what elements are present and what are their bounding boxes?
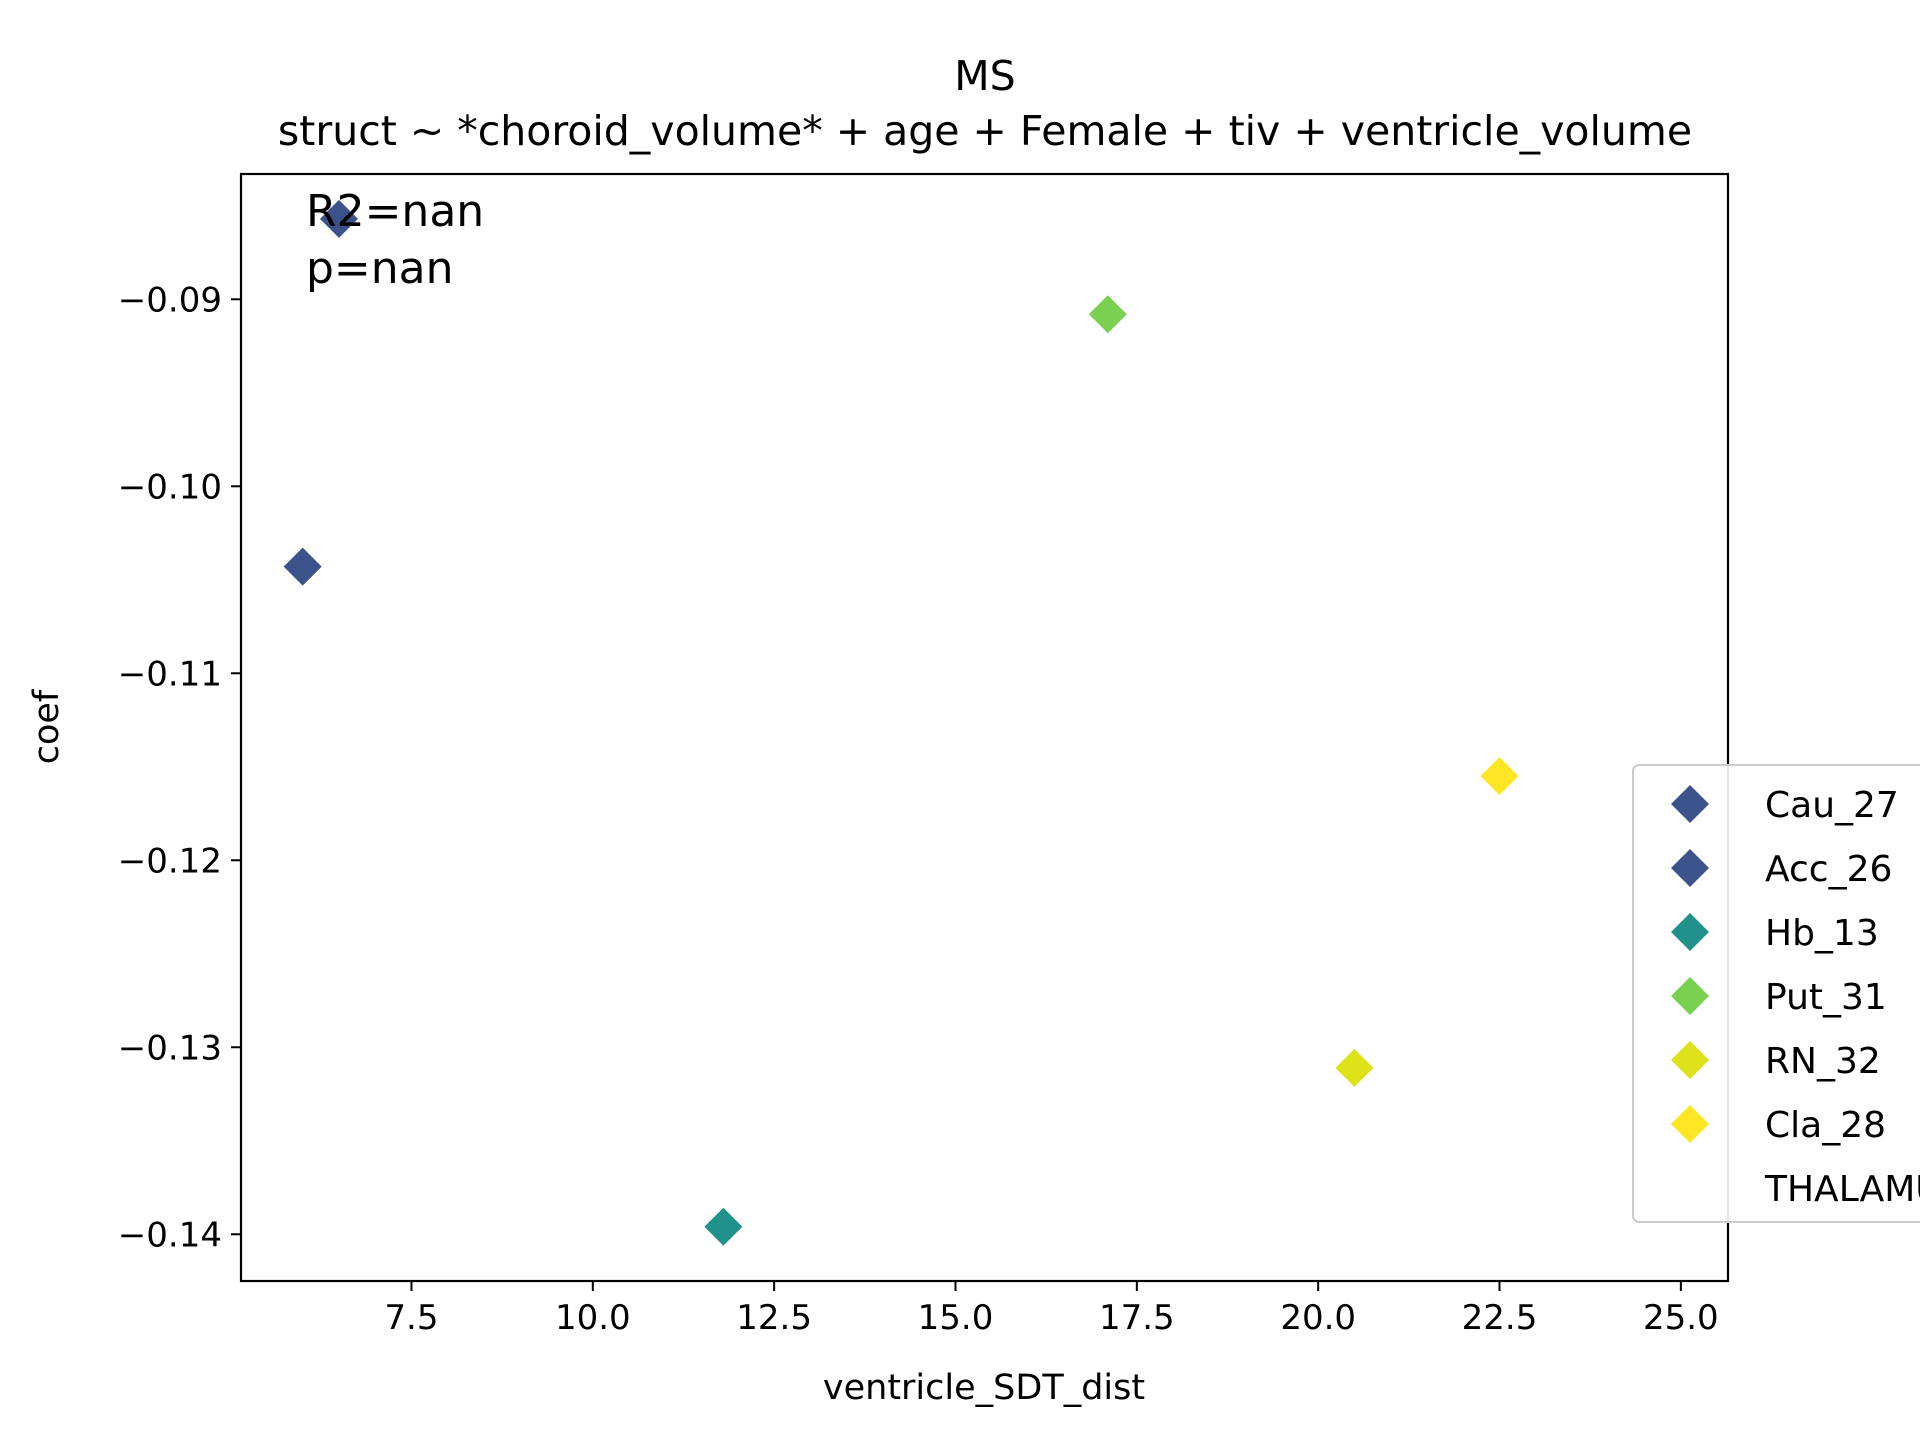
y-tick-label: −0.11: [118, 654, 222, 694]
legend-marker-put-31: [1671, 977, 1709, 1015]
legend-marker-cau-27: [1671, 785, 1709, 823]
x-tick-label: 25.0: [1643, 1298, 1719, 1338]
data-point-cau-27: [319, 199, 358, 238]
x-axis-label: ventricle_SDT_dist: [823, 1368, 1145, 1408]
x-tick-label: 7.5: [384, 1298, 438, 1338]
y-axis-ticks: −0.09 −0.10 −0.11 −0.12 −0.13 −0.14: [118, 280, 241, 1255]
legend-marker-cla-28: [1671, 1105, 1709, 1143]
r2-annotation: R2=nan: [306, 186, 484, 237]
y-tick-label: −0.09: [118, 280, 222, 320]
data-point-acc-26: [283, 547, 322, 586]
chart-title: MS: [954, 52, 1015, 100]
legend-box: [1632, 764, 1920, 1223]
plot-area-frame: [239, 172, 1730, 1283]
x-tick-label: 17.5: [1099, 1298, 1175, 1338]
data-point-cla-28: [1480, 757, 1519, 796]
data-point-put-31: [1088, 295, 1127, 334]
legend-label: THALAMUS: [1764, 1169, 1920, 1210]
legend-marker-rn-32: [1671, 1041, 1709, 1079]
legend-marker-acc-26: [1671, 849, 1709, 887]
y-tick-label: −0.10: [118, 467, 222, 507]
data-point-rn-32: [1335, 1048, 1374, 1087]
legend-label: Acc_26: [1765, 849, 1892, 890]
chart-subtitle: struct ~ *choroid_volume* + age + Female…: [278, 107, 1692, 155]
legend: Cau_27 Acc_26 Hb_13 Put_31 RN_32 Cla_28 THALAM…: [1632, 764, 1920, 1223]
x-tick-label: 12.5: [736, 1298, 812, 1338]
legend-marker-hb-13: [1671, 913, 1709, 951]
legend-label: RN_32: [1765, 1041, 1881, 1082]
y-tick-label: −0.14: [118, 1215, 222, 1255]
legend-label: Put_31: [1765, 977, 1887, 1018]
data-point-hb-13: [704, 1207, 743, 1246]
y-axis-label: coef: [27, 689, 67, 764]
x-tick-label: 15.0: [918, 1298, 994, 1338]
data-points: [283, 199, 1519, 1246]
legend-label: Cla_28: [1765, 1105, 1886, 1146]
y-tick-label: −0.12: [118, 841, 222, 881]
legend-label: Cau_27: [1765, 785, 1899, 826]
x-axis-ticks: 7.5 10.0 12.5 15.0 17.5 20.0 22.5 25.0: [384, 1281, 1719, 1338]
legend-label: Hb_13: [1765, 913, 1879, 954]
x-tick-label: 22.5: [1462, 1298, 1538, 1338]
x-tick-label: 10.0: [555, 1298, 631, 1338]
p-annotation: p=nan: [306, 243, 454, 294]
y-tick-label: −0.13: [118, 1028, 222, 1068]
x-tick-label: 20.0: [1280, 1298, 1356, 1338]
